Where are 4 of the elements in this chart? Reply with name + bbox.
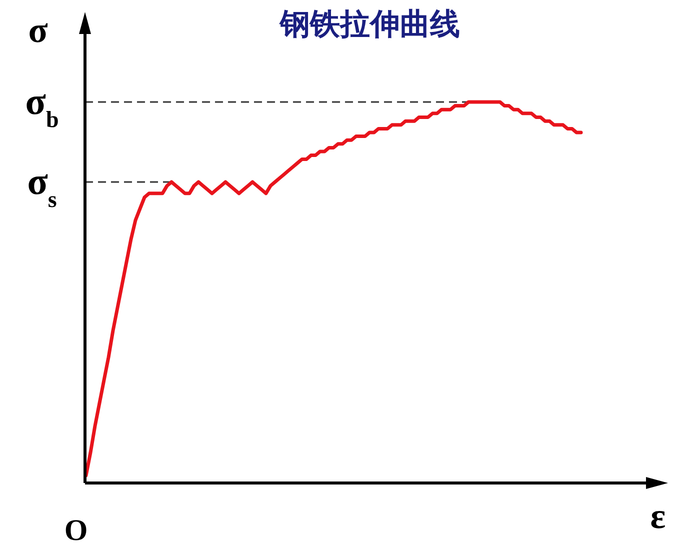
ylabel: σ (28, 10, 48, 50)
xlabel: ε (650, 496, 666, 536)
annotation: O (64, 514, 88, 546)
title: 钢铁拉伸曲线 (280, 8, 460, 41)
